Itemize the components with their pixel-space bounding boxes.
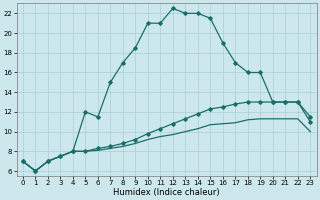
X-axis label: Humidex (Indice chaleur): Humidex (Indice chaleur) <box>113 188 220 197</box>
